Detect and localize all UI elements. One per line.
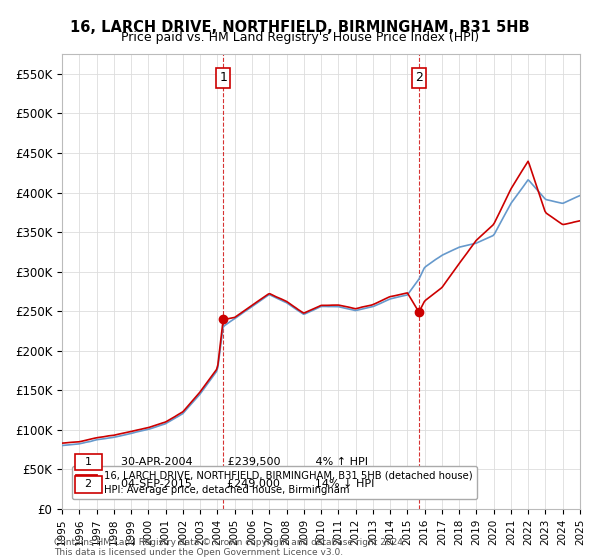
Legend: 16, LARCH DRIVE, NORTHFIELD, BIRMINGHAM, B31 5HB (detached house), HPI: Average : 16, LARCH DRIVE, NORTHFIELD, BIRMINGHAM,… (72, 466, 477, 499)
Text: 2: 2 (415, 72, 423, 85)
Text: 30-APR-2004          £239,500          4% ↑ HPI: 30-APR-2004 £239,500 4% ↑ HPI (114, 457, 368, 467)
Text: 2: 2 (78, 479, 99, 489)
Text: 1: 1 (219, 72, 227, 85)
Text: Price paid vs. HM Land Registry's House Price Index (HPI): Price paid vs. HM Land Registry's House … (121, 31, 479, 44)
Text: 04-SEP-2015          £249,000          14% ↓ HPI: 04-SEP-2015 £249,000 14% ↓ HPI (114, 479, 374, 489)
Text: 1: 1 (78, 457, 99, 467)
Text: Contains HM Land Registry data © Crown copyright and database right 2024.
This d: Contains HM Land Registry data © Crown c… (54, 538, 406, 557)
Text: 16, LARCH DRIVE, NORTHFIELD, BIRMINGHAM, B31 5HB: 16, LARCH DRIVE, NORTHFIELD, BIRMINGHAM,… (70, 20, 530, 35)
